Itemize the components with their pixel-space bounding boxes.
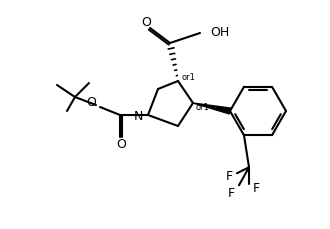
Text: OH: OH	[210, 25, 229, 38]
Text: F: F	[252, 181, 260, 194]
Text: F: F	[227, 186, 235, 199]
Text: O: O	[141, 15, 151, 28]
Text: O: O	[86, 96, 96, 109]
Polygon shape	[193, 104, 231, 114]
Text: F: F	[225, 169, 233, 182]
Text: O: O	[116, 138, 126, 151]
Text: N: N	[134, 109, 143, 122]
Text: or1: or1	[196, 103, 210, 112]
Text: or1: or1	[181, 72, 195, 81]
